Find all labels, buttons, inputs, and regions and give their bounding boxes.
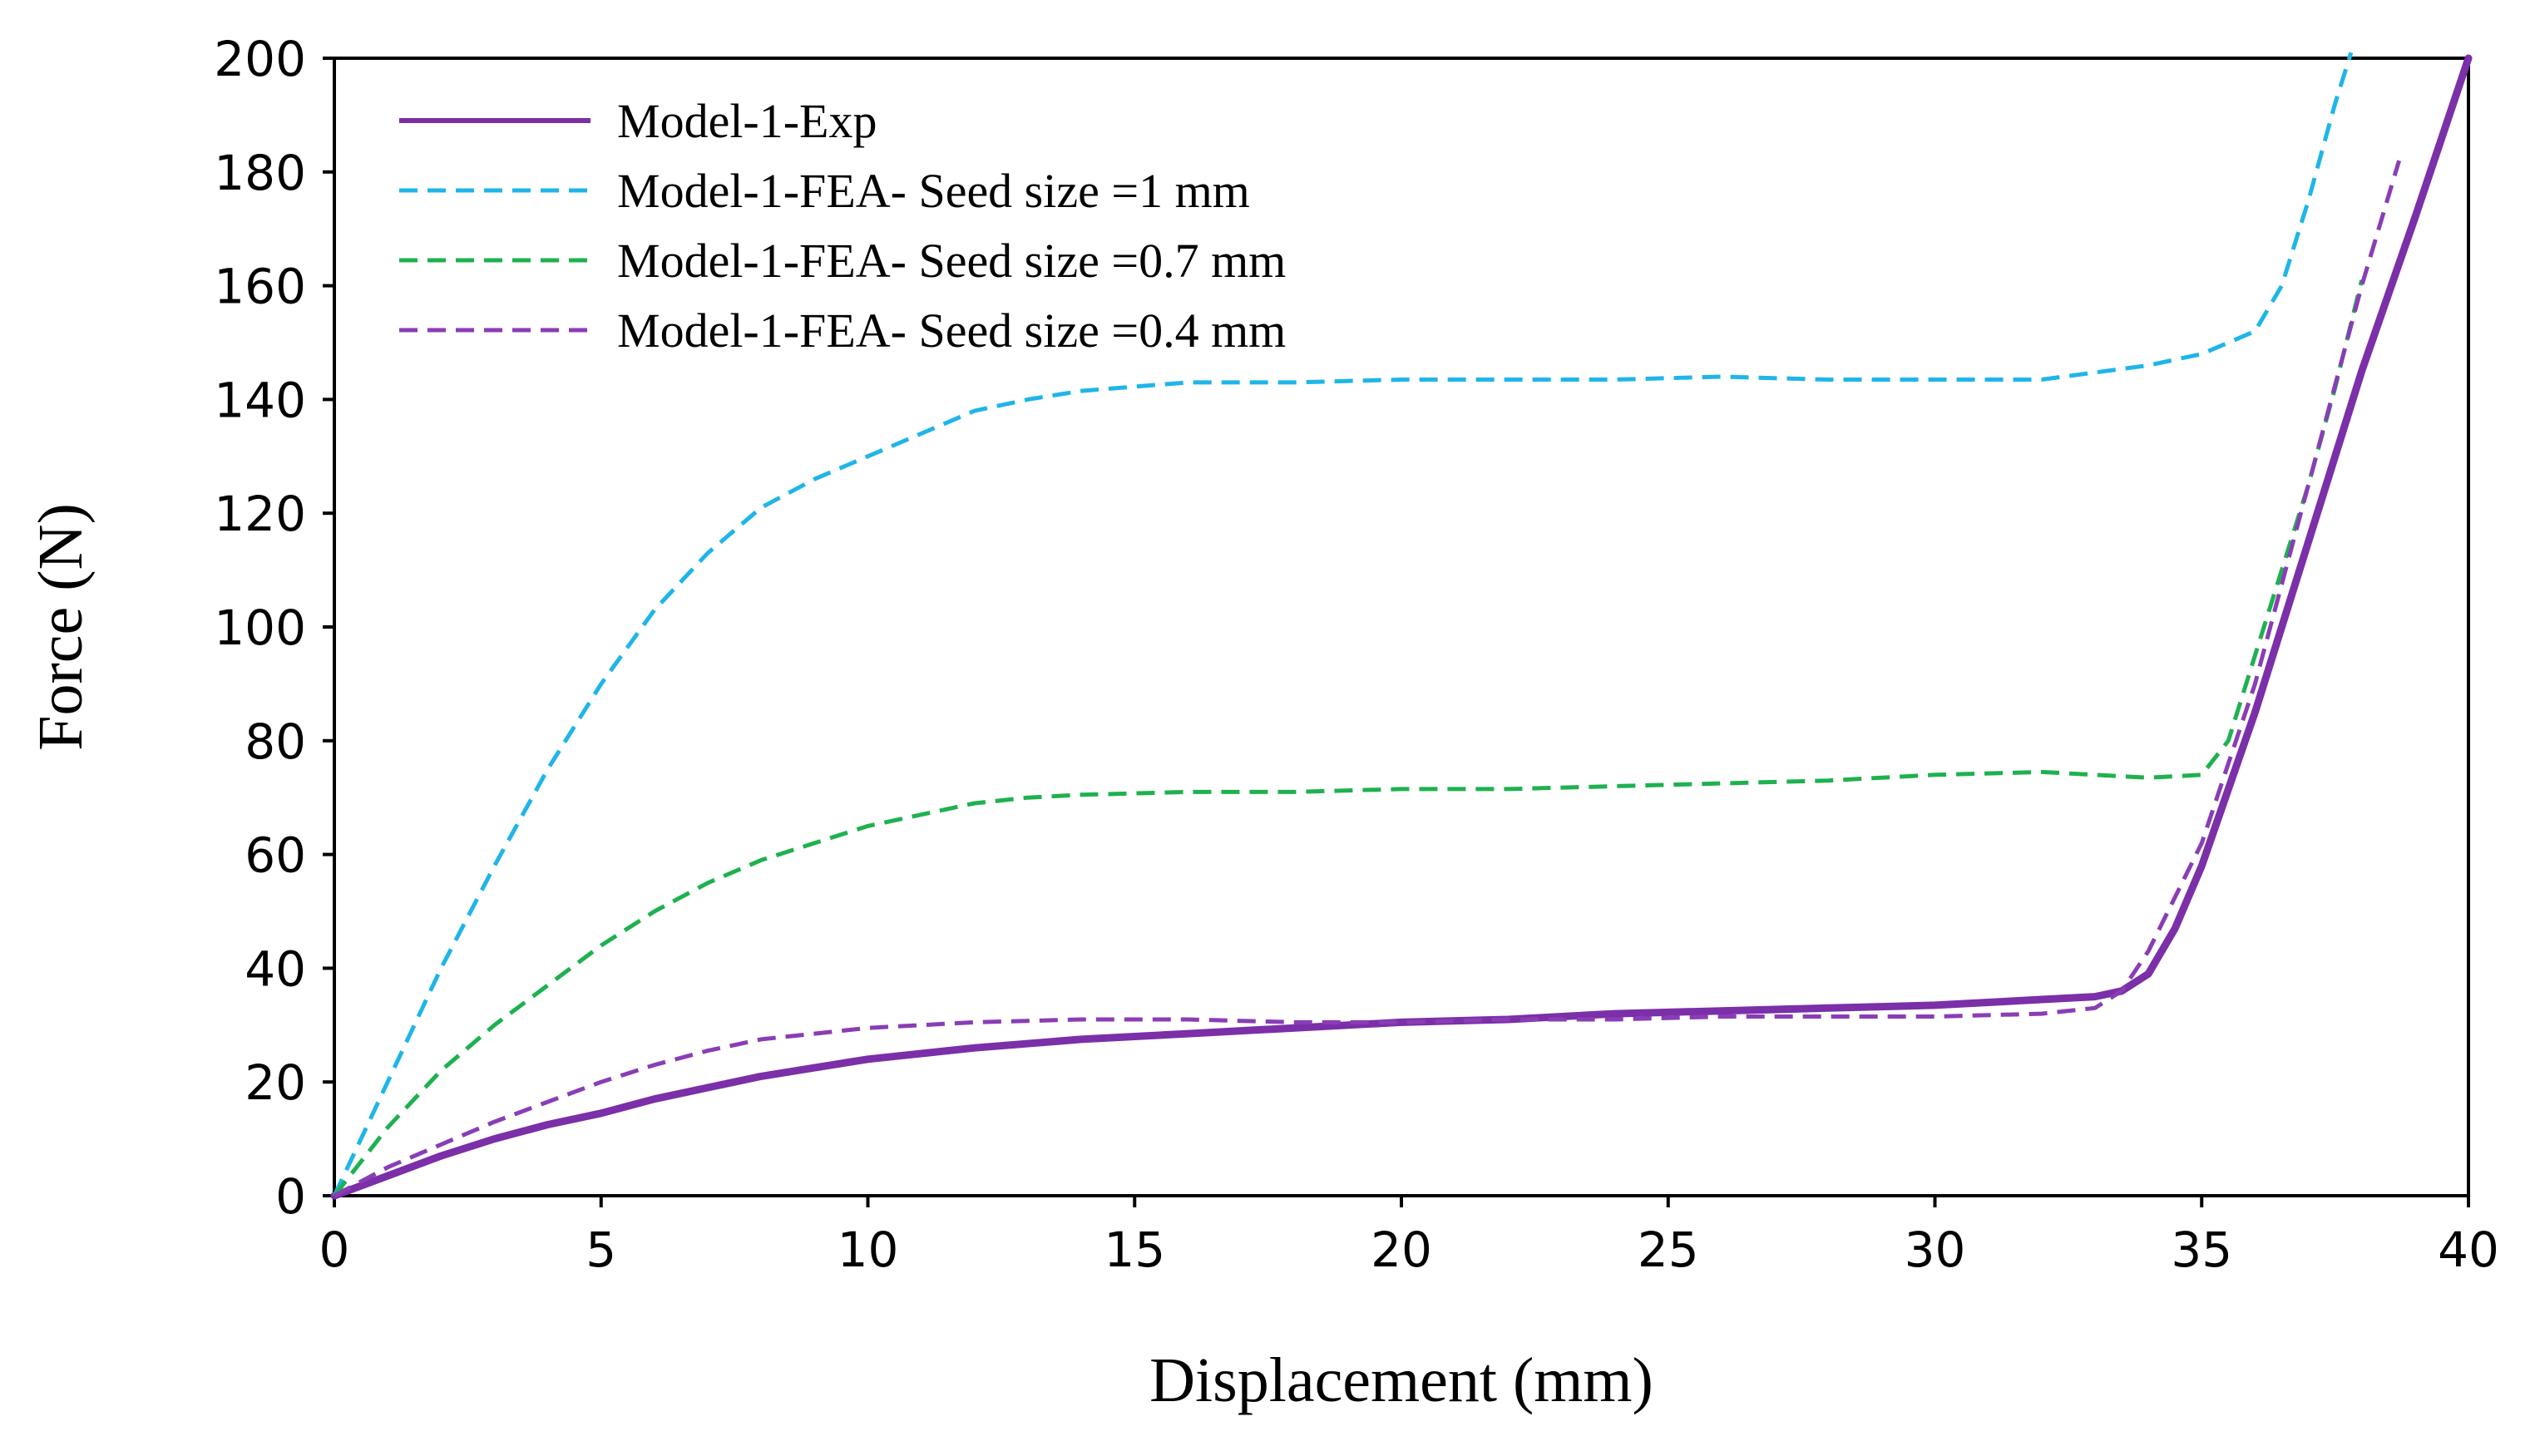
x-tick-label: 25 <box>1638 1222 1699 1278</box>
x-axis-title: Displacement (mm) <box>1149 1345 1653 1415</box>
y-tick-label: 60 <box>245 827 306 884</box>
series-line-3 <box>333 279 2364 1197</box>
x-tick-label: 5 <box>586 1222 616 1278</box>
x-tick-label: 10 <box>838 1222 899 1278</box>
series-line-4 <box>333 160 2401 1198</box>
y-tick-label: 200 <box>214 31 306 87</box>
y-tick-label: 140 <box>214 372 306 428</box>
x-tick-label: 15 <box>1104 1222 1165 1278</box>
x-tick-label: 0 <box>319 1222 350 1278</box>
y-tick-label: 0 <box>275 1168 306 1225</box>
series-line-1 <box>330 54 2473 1200</box>
axes: 0 5 10 15 20 25 30 35 40 0 20 40 60 80 100 120 140 160 180… <box>214 31 2499 1278</box>
y-tick-label: 20 <box>245 1054 306 1111</box>
x-tick-label: 20 <box>1371 1222 1432 1278</box>
x-tick-label: 40 <box>2438 1222 2499 1278</box>
y-axis-title: Force (N) <box>26 503 96 751</box>
y-tick-label: 40 <box>245 940 306 997</box>
legend: Model-1-Exp Model-1-FEA- Seed size =1 mm M… <box>399 94 1286 358</box>
x-tick-label: 30 <box>1905 1222 1966 1278</box>
y-tick-label: 100 <box>214 600 306 656</box>
y-tick-label: 80 <box>245 713 306 770</box>
legend-label: Model-1-FEA- Seed size =0.4 mm <box>617 304 1286 358</box>
series-line-2 <box>332 52 2354 1197</box>
y-tick-label: 180 <box>214 145 306 201</box>
y-tick-label: 160 <box>214 259 306 315</box>
legend-label: Model-1-Exp <box>617 94 877 148</box>
legend-label: Model-1-FEA- Seed size =1 mm <box>617 164 1250 218</box>
legend-label: Model-1-FEA- Seed size =0.7 mm <box>617 234 1286 288</box>
y-tick-label: 120 <box>214 486 306 542</box>
series-group <box>330 52 2473 1200</box>
x-tick-label: 35 <box>2171 1222 2232 1278</box>
